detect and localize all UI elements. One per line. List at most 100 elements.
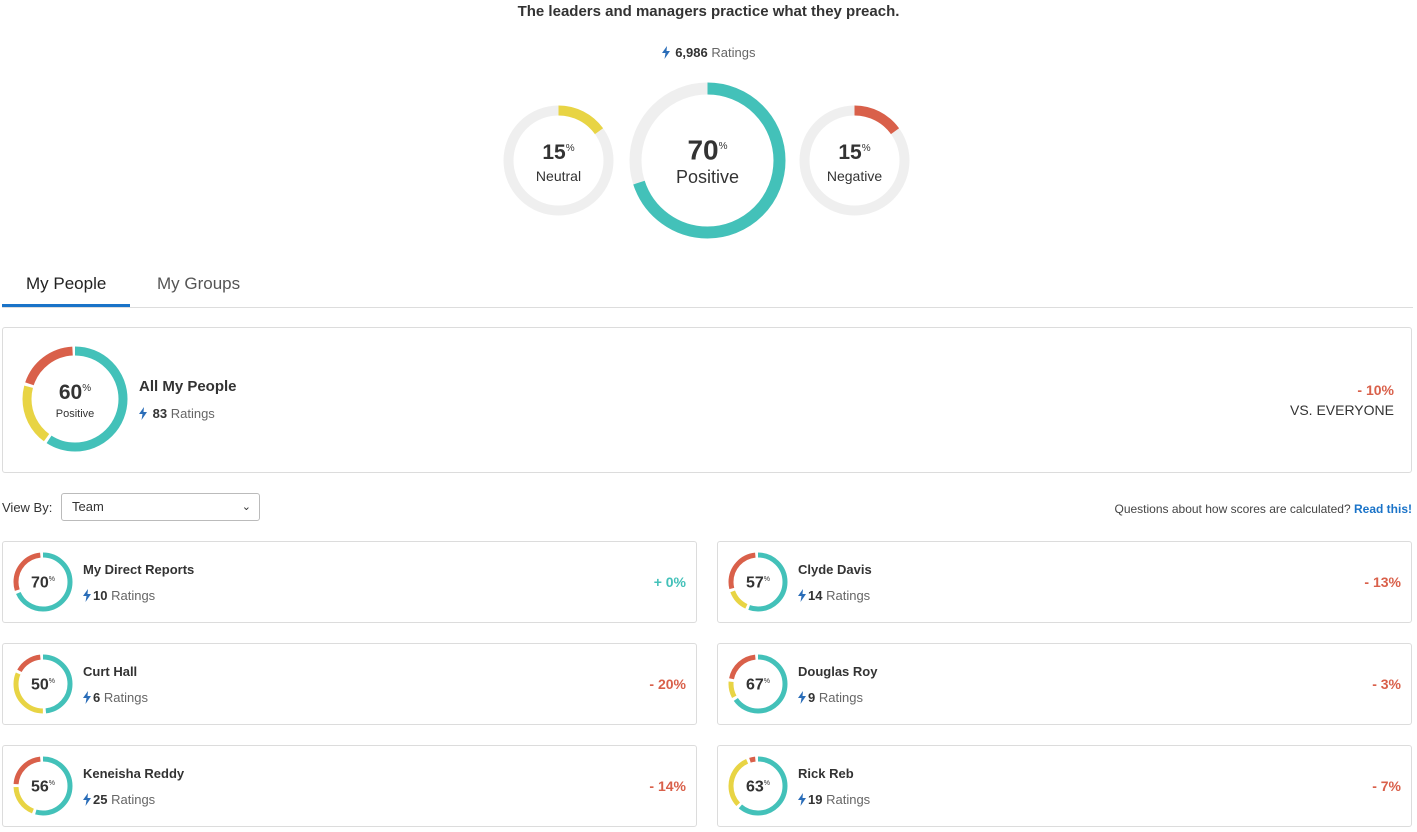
- person-ratings: 9 Ratings: [798, 690, 863, 705]
- person-delta: - 13%: [1364, 574, 1401, 590]
- positive-value: 70: [687, 134, 719, 166]
- ring-segment-positive: [13, 756, 73, 816]
- summary-title: All My People: [139, 378, 237, 395]
- person-card[interactable]: 56% Keneisha Reddy 25 Ratings - 14%: [2, 745, 697, 827]
- person-ratings-count: 6: [93, 690, 101, 705]
- bolt-icon: [83, 793, 91, 806]
- total-ratings: 6,986 Ratings: [0, 45, 1417, 60]
- ring-segment-neutral: [13, 654, 73, 714]
- person-card[interactable]: 63% Rick Reb 19 Ratings - 7%: [717, 745, 1412, 827]
- ring-segment-positive: [728, 654, 788, 714]
- ring-segment-neutral: [728, 756, 788, 816]
- person-ratings-label: Ratings: [818, 690, 863, 705]
- ring-segment-negative: [728, 552, 788, 612]
- person-ratings-count: 10: [93, 588, 108, 603]
- person-donut: 57%: [727, 551, 789, 613]
- person-name: Rick Reb: [798, 766, 854, 781]
- positive-label: Positive: [675, 167, 740, 188]
- summary-delta: - 10%: [1357, 382, 1394, 398]
- ring-segment-positive: [728, 552, 788, 612]
- summary-ratings-count: 83: [152, 406, 168, 421]
- help-question: Questions about how scores are calculate…: [1114, 502, 1351, 516]
- person-name: My Direct Reports: [83, 562, 195, 577]
- person-ratings-count: 9: [808, 690, 816, 705]
- positive-ring: [629, 82, 786, 239]
- person-ring: [13, 654, 73, 714]
- bolt-icon: [798, 589, 806, 602]
- person-delta: - 20%: [649, 676, 686, 692]
- person-ratings: 25 Ratings: [83, 792, 155, 807]
- person-donut: 70%: [12, 551, 74, 613]
- page-headline: The leaders and managers practice what t…: [517, 3, 900, 20]
- negative-label: Negative: [826, 167, 883, 184]
- view-by-selected: Team: [72, 499, 104, 514]
- tab-bar: My People My Groups: [2, 262, 1413, 308]
- person-score: 50: [30, 676, 49, 694]
- person-delta: - 14%: [649, 778, 686, 794]
- summary-positive-label: Positive: [55, 408, 95, 420]
- person-card[interactable]: 70% My Direct Reports 10 Ratings + 0%: [2, 541, 697, 623]
- person-ratings-label: Ratings: [111, 792, 156, 807]
- negative-value: 15: [838, 140, 862, 164]
- ring-segment-positive: [728, 756, 788, 816]
- summary-ratings-label: Ratings: [170, 406, 215, 421]
- person-ratings-label: Ratings: [826, 588, 871, 603]
- ring-segment-positive: [13, 654, 73, 714]
- neutral-value: 15: [542, 140, 566, 164]
- person-ratings-label: Ratings: [826, 792, 871, 807]
- view-by-select[interactable]: Team ⌄: [61, 493, 260, 521]
- person-ratings-count: 14: [808, 588, 823, 603]
- read-this-link[interactable]: Read this!: [1353, 502, 1412, 516]
- vs-everyone-label: VS. EVERYONE: [1289, 402, 1394, 418]
- person-card[interactable]: 67% Douglas Roy 9 Ratings - 3%: [717, 643, 1412, 725]
- neutral-label: Neutral: [535, 167, 582, 184]
- person-ratings-count: 19: [808, 792, 823, 807]
- summary-positive-value: 60: [58, 381, 83, 404]
- negative-donut: 15% Negative: [799, 105, 910, 216]
- tab-my-groups[interactable]: My Groups: [157, 274, 241, 293]
- person-delta: - 3%: [1372, 676, 1401, 692]
- tab-my-people[interactable]: My People: [2, 262, 131, 307]
- ring-segment-neutral: [22, 346, 128, 452]
- negative-ring: [799, 105, 910, 216]
- bolt-icon: [661, 46, 670, 59]
- bolt-icon: [798, 793, 806, 806]
- view-by-label: View By:: [2, 500, 53, 515]
- person-donut: 50%: [12, 653, 74, 715]
- person-donut: 63%: [727, 755, 789, 817]
- person-delta: - 7%: [1372, 778, 1401, 794]
- person-score: 63: [745, 778, 764, 796]
- person-score: 57: [745, 574, 764, 592]
- summary-donut: 60% Positive: [21, 345, 129, 453]
- person-ring: [728, 756, 788, 816]
- ring-segment-neutral: [728, 654, 788, 714]
- summary-ratings: 83 Ratings: [139, 406, 215, 421]
- person-score: 67: [745, 676, 764, 694]
- total-ratings-count: 6,986: [675, 45, 708, 60]
- person-ratings-label: Ratings: [103, 690, 148, 705]
- total-ratings-label: Ratings: [711, 45, 756, 60]
- bolt-icon: [798, 691, 806, 704]
- person-donut: 56%: [12, 755, 74, 817]
- person-ratings-label: Ratings: [111, 588, 156, 603]
- person-card[interactable]: 50% Curt Hall 6 Ratings - 20%: [2, 643, 697, 725]
- ring-segment-positive: [13, 552, 73, 612]
- person-ratings-count: 25: [93, 792, 108, 807]
- person-ratings: 10 Ratings: [83, 588, 155, 603]
- ring-segment-negative: [13, 552, 73, 612]
- bolt-icon: [83, 589, 91, 602]
- person-ratings: 6 Ratings: [83, 690, 148, 705]
- person-card[interactable]: 57% Clyde Davis 14 Ratings - 13%: [717, 541, 1412, 623]
- person-ring: [728, 654, 788, 714]
- person-delta: + 0%: [653, 574, 686, 590]
- person-name: Douglas Roy: [798, 664, 878, 679]
- chevron-down-icon: ⌄: [241, 501, 251, 513]
- person-name: Clyde Davis: [798, 562, 872, 577]
- person-name: Keneisha Reddy: [83, 766, 185, 781]
- ring-segment-positive: [22, 346, 128, 452]
- person-ratings: 19 Ratings: [798, 792, 870, 807]
- all-my-people-card[interactable]: 60% Positive All My People 83 Ratings - …: [2, 327, 1412, 473]
- person-score: 70: [30, 574, 49, 592]
- person-ring: [13, 756, 73, 816]
- bolt-icon: [83, 691, 91, 704]
